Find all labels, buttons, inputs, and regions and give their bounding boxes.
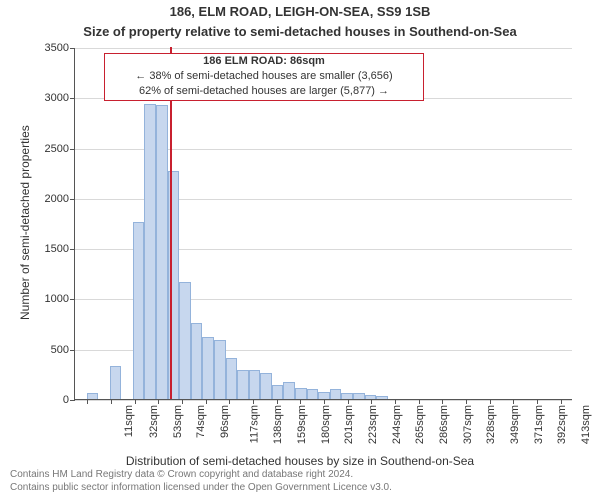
- histogram-bar: [237, 370, 249, 399]
- histogram-bar: [202, 337, 214, 399]
- x-tick: [348, 399, 349, 404]
- x-tick: [229, 399, 230, 404]
- callout-box: 186 ELM ROAD: 86sqm ← 38% of semi-detach…: [104, 53, 424, 101]
- x-tick: [419, 399, 420, 404]
- gridline: [75, 48, 572, 49]
- x-tick-label: 307sqm: [462, 405, 474, 444]
- histogram-bar: [260, 373, 272, 399]
- y-tick-label: 1500: [45, 243, 75, 255]
- x-tick: [513, 399, 514, 404]
- x-tick-label: 286sqm: [438, 405, 450, 444]
- x-tick-label: 265sqm: [414, 405, 426, 444]
- x-tick-label: 96sqm: [219, 405, 231, 438]
- x-tick-label: 53sqm: [172, 405, 184, 438]
- x-tick: [466, 399, 467, 404]
- x-tick-label: 180sqm: [320, 405, 332, 444]
- y-tick-label: 3000: [45, 92, 75, 104]
- histogram-bar: [226, 358, 238, 399]
- x-tick-label: 117sqm: [248, 405, 260, 443]
- x-tick: [300, 399, 301, 404]
- x-tick-label: 159sqm: [296, 405, 308, 444]
- x-tick-label: 138sqm: [272, 405, 284, 444]
- x-tick-label: 74sqm: [195, 405, 207, 438]
- callout-line-3: 62% of semi-detached houses are larger (…: [105, 84, 423, 99]
- x-tick: [395, 399, 396, 404]
- x-tick: [324, 399, 325, 404]
- histogram-bar: [353, 393, 365, 399]
- x-tick: [371, 399, 372, 404]
- x-tick: [135, 399, 136, 404]
- histogram-bar: [295, 388, 307, 399]
- histogram-bar: [214, 340, 226, 399]
- x-tick-label: 413sqm: [580, 405, 592, 444]
- x-tick: [277, 399, 278, 404]
- histogram-bar: [191, 323, 203, 399]
- histogram-bar: [365, 395, 377, 399]
- histogram-bar: [283, 382, 295, 399]
- x-tick: [253, 399, 254, 404]
- x-tick-label: 392sqm: [556, 405, 568, 444]
- histogram-bar: [87, 393, 99, 399]
- x-tick-label: 223sqm: [367, 405, 379, 444]
- y-tick-label: 3500: [45, 42, 75, 54]
- x-tick-label: 328sqm: [485, 405, 497, 444]
- attribution-line-2: Contains public sector information licen…: [10, 481, 392, 494]
- histogram-bar: [156, 105, 168, 399]
- histogram-bar: [249, 370, 261, 399]
- x-tick: [111, 399, 112, 404]
- x-tick: [537, 399, 538, 404]
- x-tick: [182, 399, 183, 404]
- attribution-line-1: Contains HM Land Registry data © Crown c…: [10, 468, 392, 481]
- x-tick-label: 244sqm: [391, 405, 403, 444]
- histogram-bar: [272, 385, 284, 399]
- histogram-bar: [144, 104, 156, 399]
- histogram-bar: [133, 222, 145, 399]
- x-axis-title: Distribution of semi-detached houses by …: [0, 454, 600, 468]
- x-tick: [442, 399, 443, 404]
- x-tick: [561, 399, 562, 404]
- attribution: Contains HM Land Registry data © Crown c…: [10, 468, 392, 494]
- y-axis-title: Number of semi-detached properties: [18, 125, 32, 320]
- histogram-bar: [179, 282, 191, 399]
- x-tick: [87, 399, 88, 404]
- callout-line-2: ← 38% of semi-detached houses are smalle…: [105, 69, 423, 84]
- histogram-bar: [307, 389, 319, 399]
- x-tick: [490, 399, 491, 404]
- y-tick-label: 2000: [45, 193, 75, 205]
- y-tick-label: 1000: [45, 293, 75, 305]
- histogram-bar: [330, 389, 342, 399]
- x-tick: [206, 399, 207, 404]
- histogram-bar: [318, 392, 330, 399]
- x-tick-label: 201sqm: [343, 405, 355, 444]
- histogram-bar: [376, 396, 388, 399]
- page-title: 186, ELM ROAD, LEIGH-ON-SEA, SS9 1SB: [0, 4, 600, 19]
- x-tick-label: 32sqm: [148, 405, 160, 438]
- page-subtitle: Size of property relative to semi-detach…: [0, 24, 600, 39]
- callout-line-1: 186 ELM ROAD: 86sqm: [105, 54, 423, 69]
- x-tick-label: 371sqm: [533, 405, 545, 444]
- x-tick-label: 11sqm: [124, 405, 136, 437]
- x-tick: [158, 399, 159, 404]
- y-tick-label: 2500: [45, 143, 75, 155]
- x-tick-label: 349sqm: [509, 405, 521, 444]
- y-tick-label: 500: [51, 344, 75, 356]
- histogram-bar: [110, 366, 122, 399]
- y-tick-label: 0: [63, 394, 75, 406]
